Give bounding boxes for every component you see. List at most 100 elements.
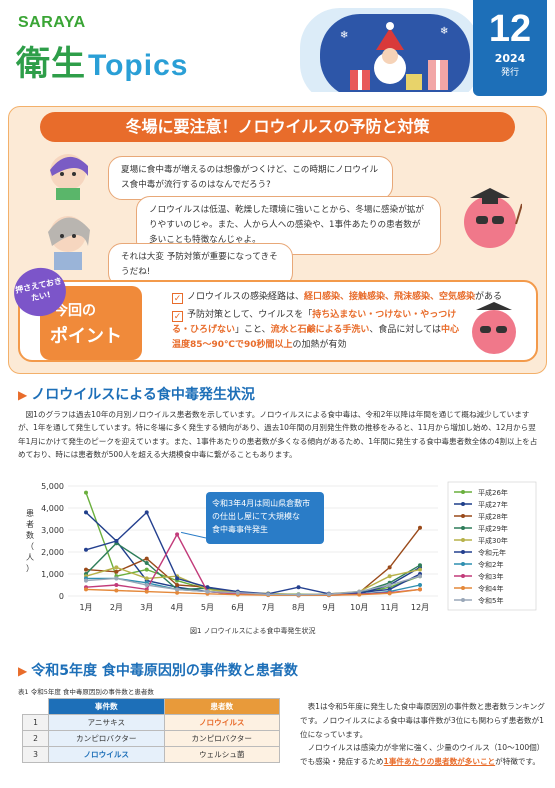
data-point <box>114 539 119 543</box>
cases-cell: ノロウイルス <box>48 746 165 763</box>
data-point <box>144 556 149 561</box>
data-point <box>418 567 422 572</box>
x-tick-label: 8月 <box>292 603 305 612</box>
section1-body: 図1のグラフは過去10年の月別ノロウイルス患者数を示しています。ノロウイルスによ… <box>18 410 538 460</box>
banner-title: 冬場に要注意！ノロウイルスの予防と対策 <box>40 112 515 142</box>
x-tick-label: 4月 <box>171 603 184 612</box>
y-axis-label-char: ） <box>26 564 34 573</box>
legend-marker <box>461 562 465 566</box>
patients-cell: ウェルシュ菌 <box>163 746 280 763</box>
annotation-text: 食中毒事件発生 <box>212 524 268 534</box>
chart-caption: 図1 ノロウイルスによる食中毒発生状況 <box>190 627 316 635</box>
point2-highlight2: 流水と石鹸による手洗い <box>270 325 370 335</box>
para2-highlight: 1事件あたりの患者数が多いこと <box>383 757 496 767</box>
data-point <box>84 510 88 515</box>
patients-cell: カンピロバクター <box>163 730 280 747</box>
point2-tail: の加熱が有効 <box>292 340 347 350</box>
point-item-2: ✓ 予防対策として、ウイルスを「持ち込まない・つけない・やっつける・ひろげない」こ… <box>172 308 462 353</box>
point2-mid: 」こと、 <box>235 325 271 335</box>
data-point <box>114 583 119 587</box>
section2-title: ▶ 令和5年度 食中毒原因別の事件数と患者数 <box>18 660 298 680</box>
section2-paragraph1: 表1は令和5年度に発生した食中毒原因別の事件数と患者数ランキングです。ノロウイル… <box>300 702 545 739</box>
y-axis-label-char: 人 <box>26 553 34 562</box>
data-point <box>144 567 149 572</box>
data-point <box>84 567 88 572</box>
point2-text: 予防対策として、ウイルスを「 <box>187 310 313 320</box>
data-point <box>296 592 301 597</box>
data-point <box>418 587 422 592</box>
svg-text:❄: ❄ <box>340 30 348 41</box>
data-point <box>114 569 119 574</box>
data-point <box>418 563 422 568</box>
logo-topics: Topics <box>88 49 189 82</box>
triangle-icon: ▶ <box>18 388 28 402</box>
series-line <box>85 588 421 597</box>
data-point <box>114 565 119 570</box>
issue-year: 2024 <box>494 52 526 65</box>
legend-label: 平成28年 <box>478 512 508 521</box>
svg-text:❄: ❄ <box>440 26 448 37</box>
x-tick-label: 1月 <box>79 603 92 612</box>
newsletter-logo: 衛生Topics <box>16 36 188 85</box>
rank-cell: 1 <box>22 714 49 731</box>
legend-label: 令和5年 <box>478 596 503 605</box>
data-point <box>144 576 149 581</box>
student-avatar <box>50 154 88 200</box>
data-point <box>175 590 180 595</box>
table-row: 3 ノロウイルス ウェルシュ菌 <box>22 746 280 763</box>
legend-label: 平成30年 <box>478 536 508 545</box>
christmas-illustration: ❄ ❄ <box>300 8 480 104</box>
data-point <box>357 589 362 594</box>
legend-label: 令和4年 <box>478 584 503 593</box>
y-tick-label: 0 <box>59 592 64 601</box>
y-axis-label-char: 患 <box>26 508 34 518</box>
annotation-text: の仕出し屋にて大規模な <box>212 511 300 521</box>
point2-highlight3: 中心温度85〜90℃で90秒間以上 <box>172 325 459 350</box>
y-tick-label: 1,000 <box>41 570 64 579</box>
data-point <box>387 591 392 596</box>
rank-cell: 3 <box>22 746 49 763</box>
legend-marker <box>461 526 465 530</box>
y-tick-label: 2,000 <box>41 548 64 557</box>
norovirus-line-chart: 0 1,000 2,000 3,000 4,000 5,000 患者数 （ 人 ） 1月 2月 3月 4月… <box>26 481 537 612</box>
x-tick-label: 2月 <box>110 603 123 612</box>
point-label-main: ポイント <box>50 326 122 347</box>
data-point <box>175 583 180 587</box>
annotation-box <box>206 492 324 544</box>
data-point <box>175 587 180 592</box>
table-header-row: 事件数 患者数 <box>23 698 280 715</box>
check-icon: ✓ <box>172 311 183 322</box>
annotation-pointer <box>180 531 207 539</box>
y-axis-label-char: （ <box>26 542 34 551</box>
x-tick-label: 11月 <box>381 603 399 612</box>
data-point <box>418 525 422 530</box>
teacher-avatar <box>48 216 90 270</box>
issue-number: 12 <box>488 8 532 50</box>
para2-text: ノロウイルスは感染力が非常に強く、少量のウイルス（10〜100個）でも感染・発症… <box>300 743 545 767</box>
point1-text: ノロウイルスの感染経路は、 <box>187 292 305 302</box>
data-point <box>235 590 240 595</box>
data-point <box>144 510 149 515</box>
legend-marker <box>461 490 465 494</box>
point-item-1: ✓ ノロウイルスの感染経路は、経口感染、接触感染、飛沫感染、空気感染がある <box>172 290 512 305</box>
data-point <box>144 561 149 565</box>
virus-professor-mascot <box>464 188 522 248</box>
data-point <box>175 532 180 537</box>
legend-marker <box>461 550 465 554</box>
issue-label: 発行 <box>500 68 519 78</box>
data-point <box>114 576 119 581</box>
legend-marker <box>461 514 465 518</box>
table-row: 1 アニサキス ノロウイルス <box>22 714 280 731</box>
rank-cell: 2 <box>22 730 49 747</box>
legend-marker <box>461 586 465 590</box>
data-point <box>84 547 88 552</box>
point-label-top: 今回の <box>54 303 96 319</box>
data-point <box>418 583 422 587</box>
cases-cell: アニサキス <box>48 714 165 731</box>
patients-cell: ノロウイルス <box>163 714 280 731</box>
x-tick-label: 10月 <box>350 603 368 612</box>
data-point <box>326 592 331 597</box>
issue-badge: 12 2024 発行 <box>473 0 547 96</box>
data-point <box>84 490 88 495</box>
data-point <box>144 583 149 587</box>
